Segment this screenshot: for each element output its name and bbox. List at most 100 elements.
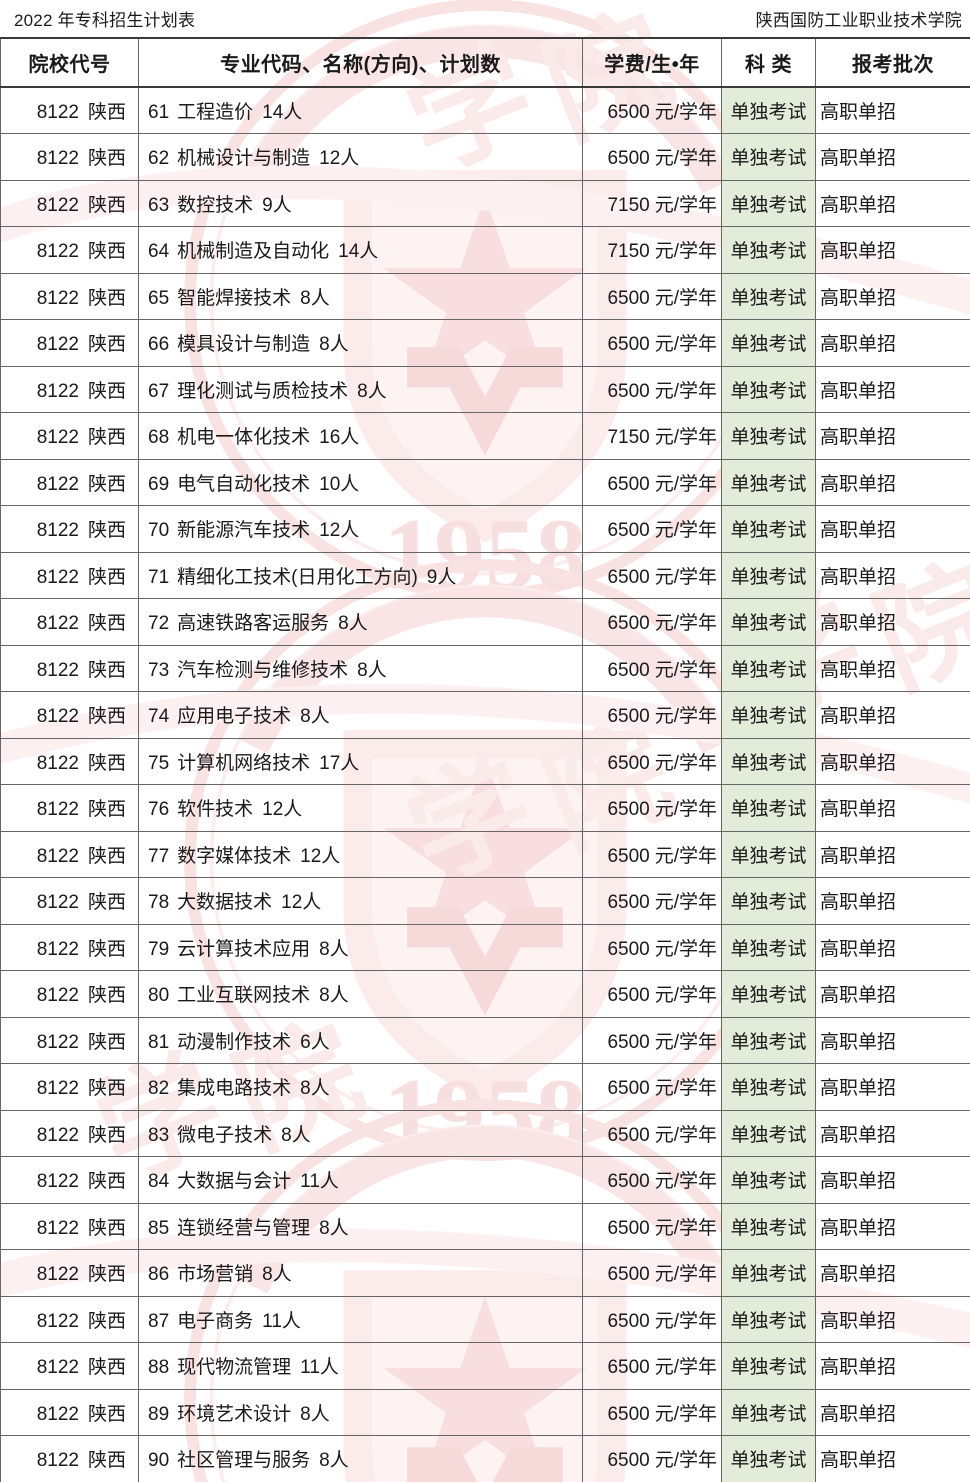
plan-count-value: 8	[300, 706, 311, 728]
cell-tuition: 6500 元/学年	[582, 877, 722, 925]
province-value: 陕西	[87, 1403, 126, 1425]
cell-batch: 高职单招	[815, 598, 970, 646]
batch-value: 高职单招	[820, 1217, 897, 1239]
cell-school-code: 8122 陕西	[0, 86, 139, 134]
cell-tuition: 6500 元/学年	[582, 551, 722, 599]
tuition-unit-label: 元/学年	[654, 1217, 717, 1239]
tuition-unit-label: 元/学年	[654, 1171, 717, 1193]
plan-unit-label: 人	[302, 892, 322, 914]
plan-unit-label: 人	[329, 938, 349, 960]
province-value: 陕西	[87, 659, 126, 681]
tuition-amount-value: 7150	[607, 194, 650, 216]
table-row: 8122 陕西 80 工业互联网技术 8人 6500 元/学年 单独考试 高职单招	[0, 970, 970, 1018]
school-code-value: 8122	[36, 566, 79, 588]
cell-tuition: 6500 元/学年	[582, 784, 722, 832]
cell-school-code: 8122 陕西	[0, 784, 139, 832]
school-code-value: 8122	[36, 473, 79, 495]
cell-major: 80 工业互联网技术 8人	[138, 970, 583, 1018]
tuition-amount-value: 6500	[607, 102, 650, 123]
major-code-value: 61	[148, 102, 170, 123]
tuition-unit-label: 元/学年	[654, 194, 717, 216]
plan-unit-label: 人	[340, 473, 360, 495]
tuition-amount-value: 6500	[607, 1031, 650, 1053]
category-value: 单独考试	[730, 1031, 807, 1053]
cell-major: 85 连锁经营与管理 8人	[138, 1202, 583, 1250]
plan-unit-label: 人	[283, 799, 303, 821]
cell-major: 62 机械设计与制造 12人	[138, 133, 583, 181]
cell-category: 单独考试	[721, 598, 816, 646]
cell-category: 单独考试	[721, 1342, 816, 1390]
plan-unit-label: 人	[340, 427, 360, 449]
tuition-amount-value: 6500	[607, 613, 650, 635]
province-value: 陕西	[87, 1217, 126, 1239]
tuition-unit-label: 元/学年	[654, 613, 717, 635]
plan-count-value: 8	[300, 287, 311, 309]
major-name-value: 云计算技术应用	[177, 938, 311, 960]
school-code-value: 8122	[36, 1217, 79, 1239]
tuition-unit-label: 元/学年	[654, 1357, 717, 1379]
cell-tuition: 6500 元/学年	[582, 1388, 722, 1436]
tuition-unit-label: 元/学年	[654, 334, 717, 356]
cell-category: 单独考试	[721, 179, 816, 227]
major-code-value: 64	[148, 241, 170, 263]
major-code-value: 84	[148, 1171, 170, 1193]
cell-category: 单独考试	[721, 1202, 816, 1250]
tuition-unit-label: 元/学年	[654, 752, 717, 774]
cell-school-code: 8122 陕西	[0, 551, 139, 599]
tuition-unit-label: 元/学年	[654, 520, 717, 542]
institution-name: 陕西国防工业职业技术学院	[755, 11, 962, 30]
cell-tuition: 7150 元/学年	[582, 412, 722, 460]
category-value: 单独考试	[730, 287, 807, 309]
school-code-value: 8122	[36, 102, 79, 123]
batch-value: 高职单招	[820, 334, 897, 356]
batch-value: 高职单招	[820, 1310, 897, 1332]
plan-unit-label: 人	[283, 102, 303, 123]
cell-batch: 高职单招	[815, 644, 970, 692]
cell-batch: 高职单招	[815, 179, 970, 227]
cell-major: 82 集成电路技术 8人	[138, 1063, 583, 1111]
cell-batch: 高职单招	[815, 319, 970, 367]
major-name-value: 新能源汽车技术	[177, 520, 311, 542]
major-name-value: 工业互联网技术	[177, 985, 311, 1007]
major-name-value: 集成电路技术	[177, 1078, 292, 1100]
category-value: 单独考试	[730, 659, 807, 681]
cell-batch: 高职单招	[815, 1435, 970, 1482]
province-value: 陕西	[87, 799, 126, 821]
tuition-amount-value: 6500	[607, 1217, 650, 1239]
major-code-value: 78	[148, 892, 170, 914]
school-code-value: 8122	[36, 520, 79, 542]
major-name-value: 动漫制作技术	[177, 1031, 292, 1053]
cell-school-code: 8122 陕西	[0, 458, 139, 506]
tuition-amount-value: 6500	[607, 985, 650, 1007]
table-body: 8122 陕西 61 工程造价 14人 6500 元/学年 单独考试 高职单招 8122 陕西 62 机…	[0, 86, 970, 1482]
province-value: 陕西	[87, 1124, 126, 1146]
cell-category: 单独考试	[721, 1295, 816, 1343]
table-row: 8122 陕西 66 模具设计与制造 8人 6500 元/学年 单独考试 高职单招	[0, 319, 970, 367]
cell-category: 单独考试	[721, 877, 816, 925]
table-row: 8122 陕西 76 软件技术 12人 6500 元/学年 单独考试 高职单招	[0, 784, 970, 832]
major-code-value: 83	[148, 1124, 170, 1146]
batch-value: 高职单招	[820, 148, 897, 170]
province-value: 陕西	[87, 1171, 126, 1193]
cell-school-code: 8122 陕西	[0, 598, 139, 646]
table-row: 8122 陕西 78 大数据技术 12人 6500 元/学年 单独考试 高职单招	[0, 877, 970, 925]
cell-tuition: 6500 元/学年	[582, 1202, 722, 1250]
cell-school-code: 8122 陕西	[0, 691, 139, 739]
tuition-unit-label: 元/学年	[654, 938, 717, 960]
category-value: 单独考试	[730, 938, 807, 960]
col-header-school-code: 院校代号	[0, 37, 139, 88]
province-value: 陕西	[87, 334, 126, 356]
cell-tuition: 6500 元/学年	[582, 1156, 722, 1204]
batch-value: 高职单招	[820, 752, 897, 774]
major-name-value: 高速铁路客运服务	[177, 613, 330, 635]
cell-major: 90 社区管理与服务 8人	[138, 1435, 583, 1482]
table-row: 8122 陕西 82 集成电路技术 8人 6500 元/学年 单独考试 高职单招	[0, 1063, 970, 1111]
plan-unit-label: 人	[348, 613, 368, 635]
school-code-value: 8122	[36, 241, 79, 263]
cell-major: 87 电子商务 11人	[138, 1295, 583, 1343]
plan-count-value: 8	[357, 380, 368, 402]
major-name-value: 智能焊接技术	[177, 287, 292, 309]
plan-unit-label: 人	[310, 1031, 330, 1053]
school-code-value: 8122	[36, 1357, 79, 1379]
